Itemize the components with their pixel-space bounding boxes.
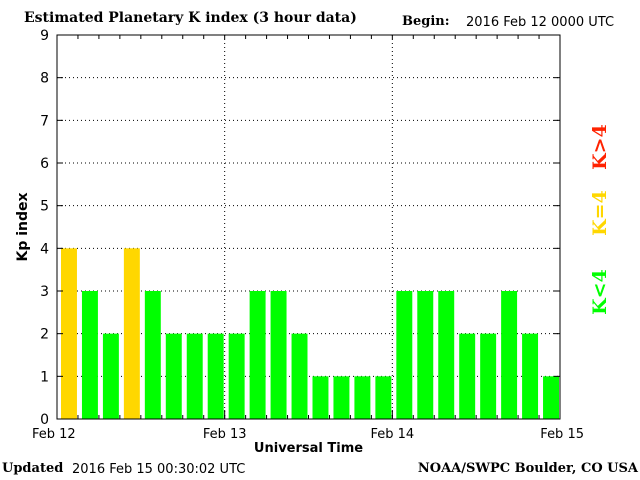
kp-bar bbox=[501, 291, 518, 419]
kp-bar bbox=[543, 376, 559, 419]
kp-bar bbox=[417, 291, 434, 419]
kp-bar bbox=[354, 376, 371, 419]
kp-bar bbox=[480, 333, 497, 419]
y-tick-label: 7 bbox=[40, 113, 49, 129]
x-tick-label: Feb 13 bbox=[203, 427, 247, 442]
y-tick-label: 8 bbox=[40, 71, 49, 87]
kp-bar bbox=[396, 291, 413, 419]
y-tick-label: 4 bbox=[40, 241, 49, 257]
kp-bar bbox=[81, 291, 98, 419]
kp-bar bbox=[291, 333, 308, 419]
begin-timestamp: 2016 Feb 12 0000 UTC bbox=[466, 15, 615, 30]
kp-bar bbox=[61, 248, 77, 419]
y-axis-label: Kp index bbox=[15, 192, 31, 261]
updated-label: Updated bbox=[2, 461, 64, 476]
legend-k-above-4: K>4 bbox=[589, 124, 611, 170]
kp-bar bbox=[228, 333, 245, 419]
begin-label: Begin: bbox=[402, 14, 450, 29]
updated-timestamp: 2016 Feb 15 00:30:02 UTC bbox=[72, 462, 246, 477]
kp-bar bbox=[102, 333, 119, 419]
y-tick-label: 3 bbox=[40, 284, 49, 300]
kp-bar bbox=[123, 248, 140, 419]
kp-bar bbox=[375, 376, 392, 419]
kp-bar bbox=[207, 333, 224, 419]
kp-bar bbox=[459, 333, 476, 419]
y-tick-label: 9 bbox=[40, 28, 49, 44]
kp-bar bbox=[249, 291, 266, 419]
kp-bar bbox=[144, 291, 161, 419]
kp-bar bbox=[312, 376, 329, 419]
x-axis-label: Universal Time bbox=[254, 441, 363, 456]
kp-bar bbox=[522, 333, 539, 419]
kp-bar bbox=[186, 333, 203, 419]
x-tick-label: Feb 15 bbox=[540, 427, 584, 442]
y-tick-label: 2 bbox=[40, 327, 49, 343]
y-tick-label: 5 bbox=[40, 199, 49, 215]
kp-bar bbox=[165, 333, 182, 419]
kp-bar bbox=[438, 291, 455, 419]
chart-title: Estimated Planetary K index (3 hour data… bbox=[24, 10, 357, 26]
kp-bar bbox=[333, 376, 350, 419]
kp-bar bbox=[270, 291, 287, 419]
source-credit: NOAA/SWPC Boulder, CO USA bbox=[417, 461, 638, 476]
x-tick-label: Feb 12 bbox=[32, 427, 76, 442]
y-tick-label: 1 bbox=[40, 369, 49, 385]
y-tick-label: 6 bbox=[40, 156, 49, 172]
y-tick-label: 0 bbox=[40, 412, 49, 428]
x-tick-label: Feb 14 bbox=[370, 427, 414, 442]
